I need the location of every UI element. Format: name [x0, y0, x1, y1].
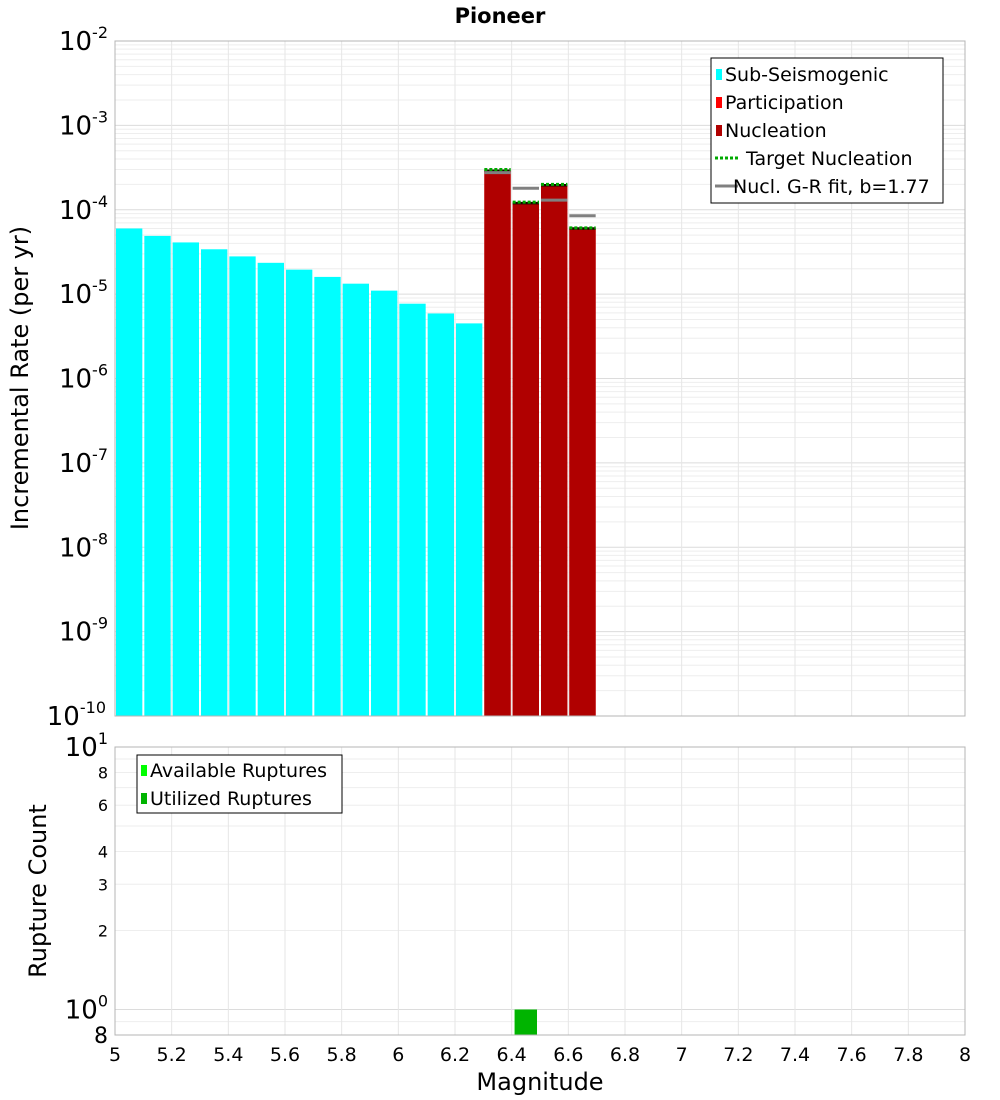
- sub-seismogenic-bar: [257, 262, 284, 716]
- x-tick-label: 7.6: [837, 1044, 867, 1066]
- legend-label: Nucl. G-R fit, b=1.77: [733, 176, 930, 198]
- legend-swatch: [141, 793, 147, 804]
- bottom-y-minor-tick-label: 8: [98, 763, 108, 782]
- x-tick-label: 5.2: [157, 1044, 187, 1066]
- legend-swatch: [716, 69, 722, 80]
- legend-label: Sub-Seismogenic: [725, 64, 889, 86]
- top-y-tick-label: 10-3: [59, 107, 108, 141]
- top-y-tick-label: 10-10: [47, 698, 106, 732]
- bottom-y-minor-tick-label: 6: [98, 796, 108, 815]
- sub-seismogenic-bar: [116, 228, 143, 716]
- top-y-tick-label: 10-8: [59, 529, 108, 563]
- x-tick-label: 5.8: [327, 1044, 357, 1066]
- bottom-y-minor-tick-label: 2: [98, 922, 108, 941]
- bottom-y-minor-tick-label: 8: [94, 1024, 108, 1049]
- x-axis-label: Magnitude: [476, 1068, 603, 1096]
- legend-label: Available Ruptures: [150, 760, 327, 782]
- top-legend-box: [710, 57, 944, 204]
- legend-label: Utilized Ruptures: [150, 788, 312, 810]
- bottom-y-major-tick-label: 100: [65, 992, 108, 1026]
- top-y-axis-label: Incremental Rate (per yr): [6, 226, 34, 530]
- legend-label: Nucleation: [725, 120, 827, 142]
- chart-title: Pioneer: [455, 4, 546, 28]
- top-y-tick-label: 10-2: [59, 23, 108, 57]
- legend-label: Target Nucleation: [745, 148, 913, 170]
- x-tick-label: 5.4: [213, 1044, 243, 1066]
- nucleation-bar: [541, 185, 568, 717]
- x-tick-label: 7.2: [723, 1044, 753, 1066]
- legend-swatch: [716, 125, 722, 136]
- sub-seismogenic-bar: [314, 276, 341, 716]
- top-y-tick-label: 10-5: [59, 276, 108, 310]
- sub-seismogenic-bar: [229, 256, 256, 716]
- bottom-y-major-tick-label: 101: [65, 729, 108, 763]
- x-tick-label: 7: [676, 1044, 688, 1066]
- sub-seismogenic-bar: [286, 269, 313, 716]
- top-y-tick-label: 10-4: [59, 192, 108, 226]
- bottom-plot-border: [114, 746, 966, 1036]
- sub-seismogenic-bar: [342, 283, 369, 716]
- x-tick-label: 6.6: [553, 1044, 583, 1066]
- x-tick-label: 6.8: [610, 1044, 640, 1066]
- legend-label: Participation: [725, 92, 844, 114]
- sub-seismogenic-bar: [456, 323, 483, 716]
- sub-seismogenic-bar: [144, 235, 171, 716]
- legend-swatch: [716, 97, 722, 108]
- x-tick-label: 6: [392, 1044, 404, 1066]
- top-y-tick-label: 10-7: [59, 445, 108, 479]
- x-tick-label: 5: [109, 1044, 121, 1066]
- top-y-tick-label: 10-6: [59, 361, 108, 395]
- top-plot: 10-2 10-3 10-4 10-5 10-6 10-7 10-8 10-9 10-10 Sub…: [47, 23, 966, 732]
- nucleation-bar: [484, 170, 511, 716]
- sub-seismogenic-bar: [427, 313, 454, 716]
- x-tick-label: 8: [959, 1044, 971, 1066]
- sub-seismogenic-bar: [371, 290, 398, 716]
- x-tick-label: 7.8: [893, 1044, 923, 1066]
- sub-seismogenic-bar: [399, 303, 426, 716]
- x-tick-label: 5.6: [270, 1044, 300, 1066]
- x-tick-label: 6.4: [497, 1044, 527, 1066]
- nucleation-bar: [569, 228, 596, 716]
- bottom-y-minor-tick-label: 3: [98, 875, 108, 894]
- bottom-y-axis-label: Rupture Count: [24, 804, 52, 978]
- nucleation-bar: [512, 203, 539, 716]
- utilized-ruptures-bar: [514, 1009, 537, 1035]
- sub-seismogenic-bar: [172, 242, 199, 716]
- x-tick-label: 6.2: [440, 1044, 470, 1066]
- legend-swatch: [141, 765, 147, 776]
- bottom-legend-box: [136, 754, 343, 814]
- x-tick-label: 7.4: [780, 1044, 810, 1066]
- bottom-y-minor-tick-label: 4: [98, 842, 108, 861]
- sub-seismogenic-bar: [201, 249, 228, 716]
- top-y-tick-label: 10-9: [59, 614, 108, 648]
- top-plot-border: [114, 40, 966, 717]
